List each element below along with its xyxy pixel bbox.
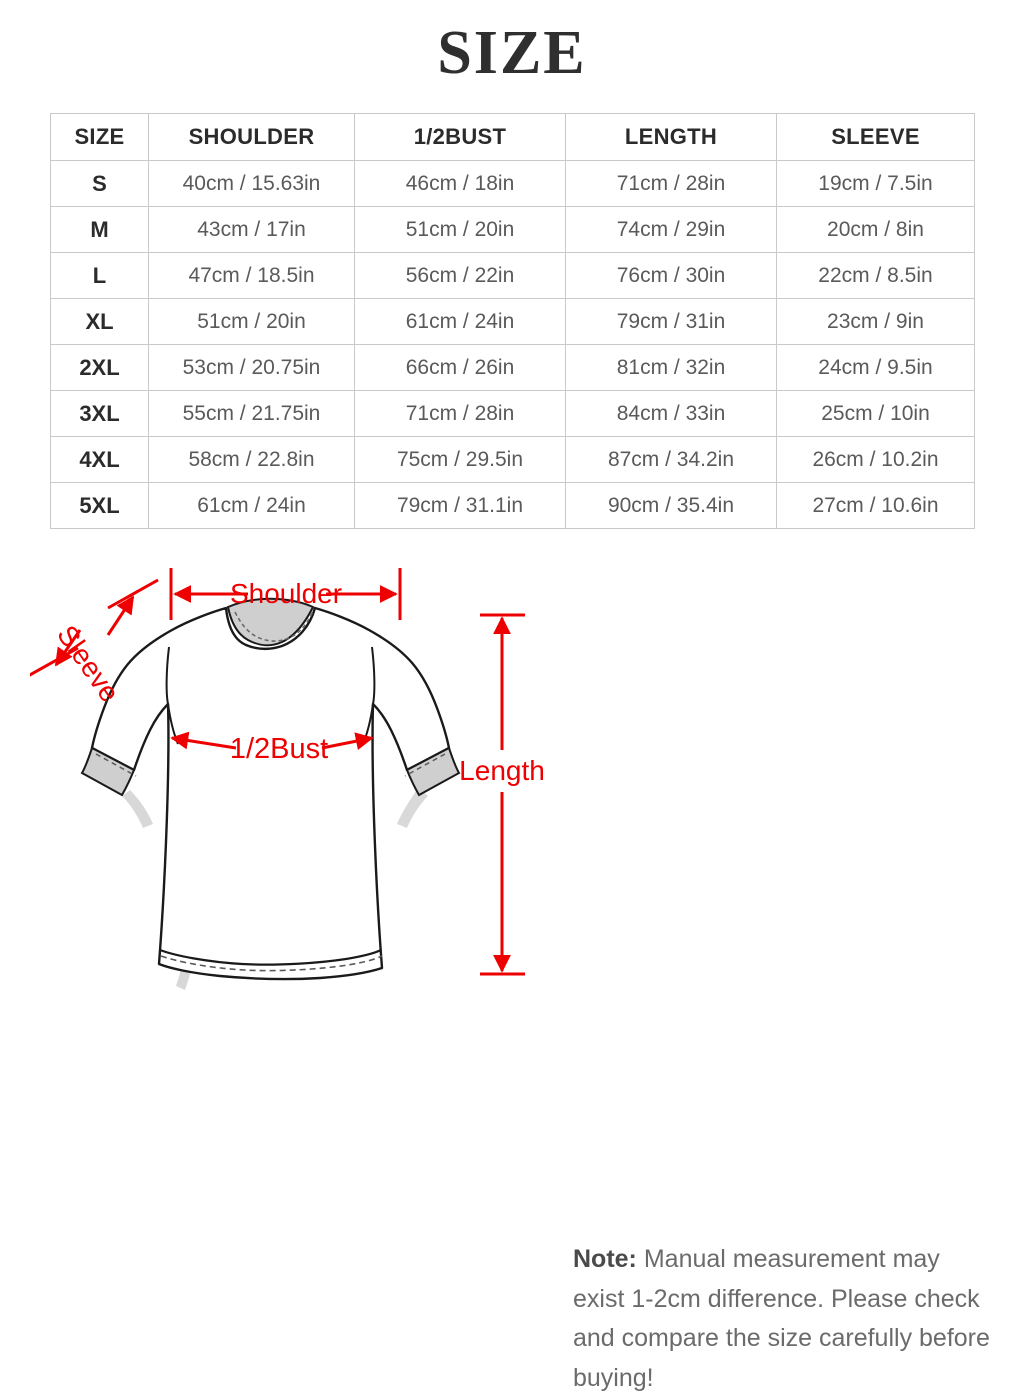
tshirt-outline	[90, 606, 451, 981]
sleeve-measurement-annotation	[30, 578, 159, 677]
table-body: S 40cm / 15.63in 46cm / 18in 71cm / 28in…	[50, 160, 975, 529]
bust-measurement-annotation	[170, 731, 374, 751]
cell-shoulder: 40cm / 15.63in	[148, 160, 355, 207]
bottom-hem-stitch	[160, 955, 383, 972]
sleeve-tick-top	[107, 578, 159, 610]
cell-sleeve: 19cm / 7.5in	[776, 160, 975, 207]
cell-sleeve: 24cm / 9.5in	[776, 344, 975, 391]
column-header-bust: 1/2BUST	[354, 113, 566, 161]
table-row: 2XL 53cm / 20.75in 66cm / 26in 81cm / 32…	[50, 344, 975, 391]
table-header-row: SIZE SHOULDER 1/2BUST LENGTH SLEEVE	[50, 113, 975, 161]
right-sleeve-cuff-stitch	[404, 753, 446, 777]
table-row: 3XL 55cm / 21.75in 71cm / 28in 84cm / 33…	[50, 390, 975, 437]
column-header-size: SIZE	[50, 113, 149, 161]
cell-sleeve: 26cm / 10.2in	[776, 436, 975, 483]
cell-size: XL	[50, 298, 149, 345]
bust-arrow-left	[170, 731, 237, 750]
table-row: 5XL 61cm / 24in 79cm / 31.1in 90cm / 35.…	[50, 482, 975, 529]
sleeve-arrow-bottom	[54, 629, 82, 667]
cell-size: 5XL	[50, 482, 149, 529]
measurement-diagram: Shoulder Sleeve 1/2Bust Length Note: Man…	[0, 552, 1024, 1392]
left-sleeve-cuff-stitch	[95, 753, 137, 777]
left-sleeve-cuff	[80, 746, 136, 797]
shoulder-label: Shoulder	[230, 578, 342, 609]
table-row: XL 51cm / 20in 61cm / 24in 79cm / 31in 2…	[50, 298, 975, 345]
cell-shoulder: 61cm / 24in	[148, 482, 355, 529]
column-header-shoulder: SHOULDER	[148, 113, 355, 161]
shoulder-measurement-annotation	[169, 568, 402, 620]
cell-shoulder: 53cm / 20.75in	[148, 344, 355, 391]
cell-sleeve: 22cm / 8.5in	[776, 252, 975, 299]
table-row: L 47cm / 18.5in 56cm / 22in 76cm / 30in …	[50, 252, 975, 299]
cell-shoulder: 55cm / 21.75in	[148, 390, 355, 437]
tshirt-illustration	[80, 597, 461, 990]
sleeve-label: Sleeve	[51, 620, 126, 708]
cell-length: 90cm / 35.4in	[565, 482, 777, 529]
cell-shoulder: 51cm / 20in	[148, 298, 355, 345]
cell-bust: 71cm / 28in	[354, 390, 566, 437]
bust-label: 1/2Bust	[230, 733, 328, 765]
right-sleeve-cuff	[405, 746, 461, 797]
tshirt-diagram-svg: Shoulder Sleeve 1/2Bust Length	[30, 568, 545, 990]
page-title: SIZE	[437, 19, 587, 87]
cell-size: 4XL	[50, 436, 149, 483]
cell-length: 84cm / 33in	[565, 390, 777, 437]
cell-shoulder: 47cm / 18.5in	[148, 252, 355, 299]
cell-length: 74cm / 29in	[565, 206, 777, 253]
table-header: SIZE SHOULDER 1/2BUST LENGTH SLEEVE	[50, 113, 975, 161]
bottom-hem	[159, 948, 382, 966]
bust-arrow-right	[321, 732, 374, 751]
cell-length: 81cm / 32in	[565, 344, 777, 391]
cell-sleeve: 27cm / 10.6in	[776, 482, 975, 529]
table-row: S 40cm / 15.63in 46cm / 18in 71cm / 28in…	[50, 160, 975, 207]
note-label: Note:	[573, 1245, 637, 1273]
cell-size: 2XL	[50, 344, 149, 391]
collar-stitch	[234, 610, 314, 642]
cell-length: 71cm / 28in	[565, 160, 777, 207]
cell-bust: 51cm / 20in	[354, 206, 566, 253]
cell-length: 79cm / 31in	[565, 298, 777, 345]
cell-sleeve: 25cm / 10in	[776, 390, 975, 437]
collar-inner	[226, 597, 315, 647]
cell-bust: 66cm / 26in	[354, 344, 566, 391]
cell-bust: 61cm / 24in	[354, 298, 566, 345]
cell-size: L	[50, 252, 149, 299]
size-chart-table: SIZE SHOULDER 1/2BUST LENGTH SLEEVE S 40…	[50, 113, 975, 529]
note-block: Note: Manual measurement may exist 1-2cm…	[573, 1240, 993, 1398]
cell-length: 87cm / 34.2in	[565, 436, 777, 483]
table-row: 4XL 58cm / 22.8in 75cm / 29.5in 87cm / 3…	[50, 436, 975, 483]
cell-length: 76cm / 30in	[565, 252, 777, 299]
column-header-sleeve: SLEEVE	[776, 113, 975, 161]
cell-shoulder: 58cm / 22.8in	[148, 436, 355, 483]
column-header-length: LENGTH	[565, 113, 777, 161]
table-row: M 43cm / 17in 51cm / 20in 74cm / 29in 20…	[50, 206, 975, 253]
cell-sleeve: 20cm / 8in	[776, 206, 975, 253]
length-label: Length	[459, 755, 545, 786]
cell-size: S	[50, 160, 149, 207]
cell-size: M	[50, 206, 149, 253]
length-measurement-annotation	[480, 613, 525, 976]
cell-size: 3XL	[50, 390, 149, 437]
cell-shoulder: 43cm / 17in	[148, 206, 355, 253]
size-chart-table-container: SIZE SHOULDER 1/2BUST LENGTH SLEEVE S 40…	[50, 113, 975, 529]
cell-bust: 79cm / 31.1in	[354, 482, 566, 529]
cell-bust: 56cm / 22in	[354, 252, 566, 299]
cell-sleeve: 23cm / 9in	[776, 298, 975, 345]
cell-bust: 75cm / 29.5in	[354, 436, 566, 483]
cell-bust: 46cm / 18in	[354, 160, 566, 207]
sleeve-arrow-top	[106, 595, 135, 636]
